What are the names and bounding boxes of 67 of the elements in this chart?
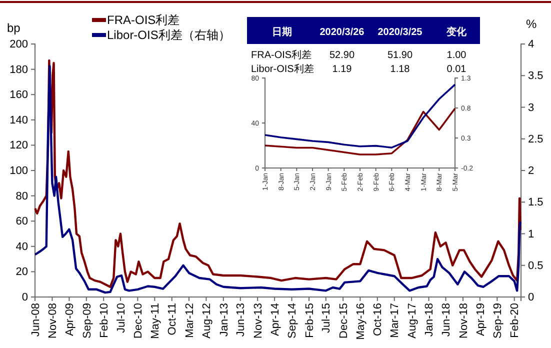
legend-label: FRA-OIS利差	[107, 13, 180, 27]
y2-tick-label: 3.5	[528, 70, 544, 82]
text: 变化	[446, 26, 468, 38]
y2-tick-label: 1	[528, 228, 534, 240]
annotation: 52.90	[329, 50, 355, 61]
x-tick-label: Nov-13	[252, 303, 264, 338]
x-tick-label: Apr-19	[474, 303, 487, 336]
y-tick-label: 60	[16, 216, 28, 228]
x-tick-label: May-16	[355, 303, 368, 340]
x-tick-label: Oct-11	[166, 303, 179, 336]
y2-axis-title: %	[526, 17, 537, 31]
x-tick-label: Apr-14	[269, 303, 282, 336]
x-tick-label: Oct-16	[372, 303, 384, 336]
y-tick-label: 140	[10, 114, 28, 126]
y-tick-label: 40	[16, 240, 28, 253]
x-tick-label: Jul-15	[320, 303, 333, 333]
x-tick-label: Aug-12	[201, 303, 214, 338]
y-tick-label: 80	[16, 190, 28, 202]
y-tick-label: 180	[10, 64, 28, 76]
x-tick-label: Nov-08	[47, 303, 60, 338]
x-tick-label: May-11	[150, 303, 162, 339]
y2-tick-label: 2	[528, 165, 534, 178]
y2-tick-label: 0	[528, 292, 534, 304]
x-tick-label: Jul-10	[115, 303, 128, 333]
y-tick-label: 200	[10, 38, 28, 51]
annotation: 51.90	[387, 50, 413, 61]
x-tick-label: Mar-17	[389, 303, 402, 338]
x-tick-label: Sep-19	[492, 303, 504, 338]
x-tick-label: Feb-15	[304, 303, 316, 338]
y2-tick-label: 1.5	[528, 196, 544, 209]
line-series	[264, 108, 456, 156]
x-tick-label: Aug-17	[406, 303, 418, 338]
annotation: 0.01	[446, 64, 467, 75]
x-tick-label: Jan-18	[424, 303, 436, 337]
annotation: 1.00	[446, 50, 467, 61]
y-tick-label: 0	[22, 292, 28, 304]
annotation: 1.19	[332, 64, 352, 75]
y-tick-label: 20	[16, 266, 28, 278]
y-tick-label: 120	[10, 140, 28, 152]
annotation: 1.18	[390, 64, 410, 75]
text: 日期	[272, 26, 292, 38]
x-tick-label: Jan-13	[218, 303, 230, 337]
x-tick-label: Apr-09	[64, 303, 76, 336]
annotation: Libor-OIS利差	[251, 63, 314, 75]
x-tick-label: Jun-08	[30, 303, 42, 337]
y-axis-title: bp	[7, 21, 21, 35]
annotation: FRA-OIS利差	[251, 49, 312, 61]
x-tick-label: Jun-13	[235, 303, 248, 337]
x-tick-label: Feb-10	[98, 303, 110, 338]
legend-label: Libor-OIS利差（右轴）	[107, 28, 230, 42]
y-tick-label: 160	[10, 89, 28, 102]
x-tick-label: Dec-15	[338, 303, 350, 338]
y2-tick-label: 3	[528, 102, 534, 114]
y2-tick-label: 2.5	[528, 133, 544, 146]
x-tick-label: Dec-10	[132, 303, 145, 338]
x-tick-label: Feb-20	[509, 303, 522, 338]
x-tick-label: Sep-14	[286, 303, 299, 338]
x-tick-label: Sep-09	[81, 303, 94, 338]
y2-tick-label: 0.5	[528, 260, 544, 272]
x-tick-label: Jun-18	[440, 303, 453, 337]
x-tick-label: Nov-18	[458, 303, 470, 338]
text: 2020/3/26	[320, 27, 365, 38]
y2-tick-label: 4	[528, 38, 534, 51]
x-tick-label: Mar-12	[184, 303, 196, 338]
text: 2020/3/25	[378, 27, 423, 38]
line-series	[264, 84, 456, 148]
y-tick-label: 100	[10, 165, 28, 178]
